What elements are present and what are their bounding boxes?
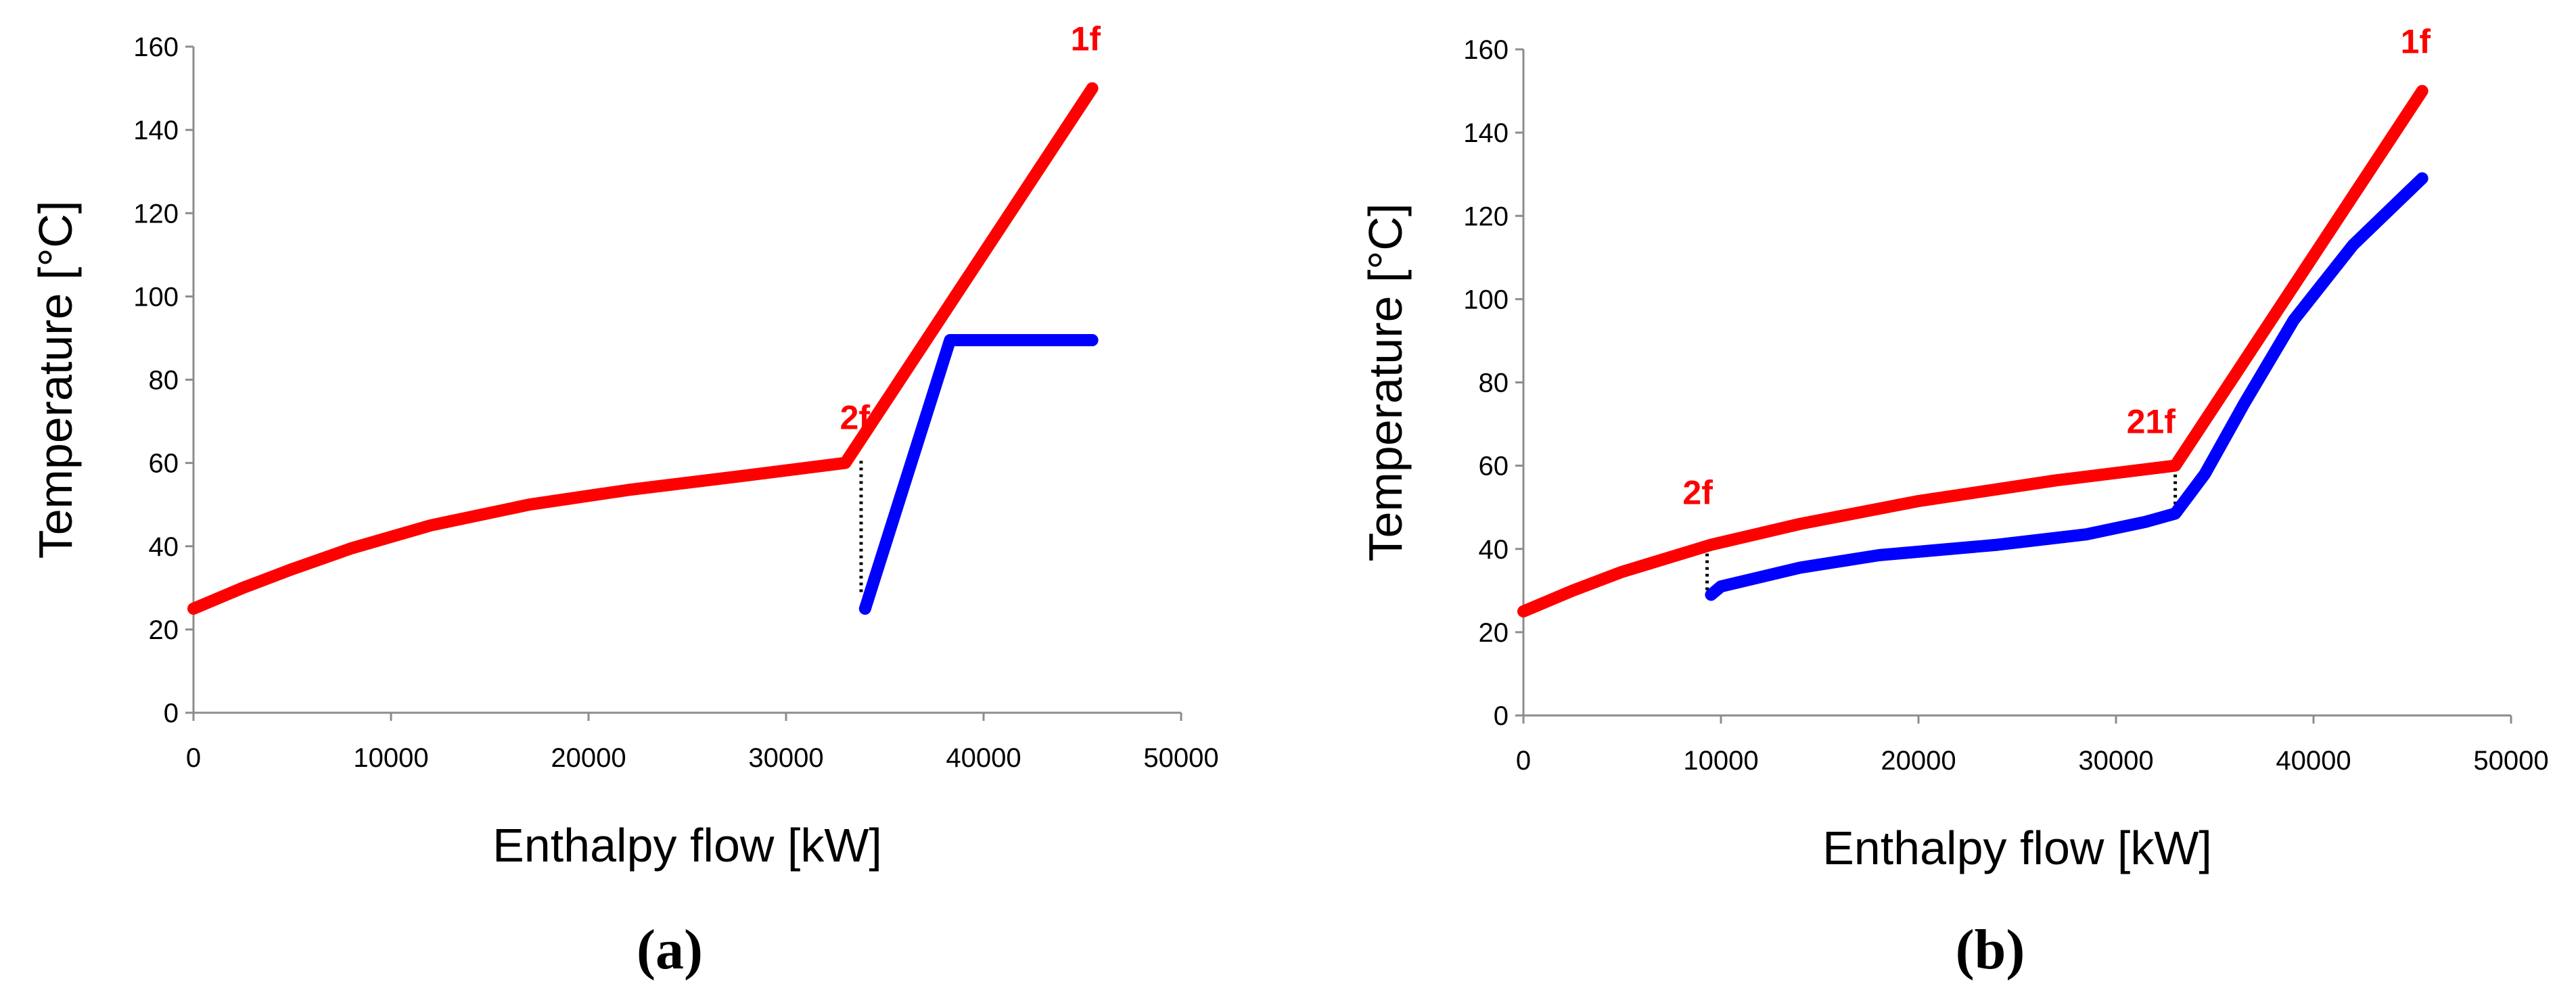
chart-b: 0 20 40 60 80 100 120 140 160 0 10000 20000 30000 400… [1359,23,2549,981]
x-tick-label: 0 [186,743,201,773]
x-axis-title: Enthalpy flow [kW] [1822,822,2212,874]
x-axis-title: Enthalpy flow [kW] [492,819,882,872]
y-tick-label: 80 [1479,369,1509,398]
y-tick-label: 120 [1463,202,1509,231]
point-label-21f: 21f [2127,403,2176,441]
x-tick-label: 20000 [551,743,626,773]
y-tick-label: 20 [149,615,179,645]
y-tick-label: 160 [133,32,179,62]
panel-label-b: (b) [1956,918,2025,981]
y-tick-label: 140 [1463,118,1509,148]
y-axis-title: Temperature [°C] [1359,204,1412,562]
point-label-2f: 2f [1682,474,1713,512]
y-tick-label: 80 [149,366,179,396]
x-tick-label: 30000 [2078,746,2153,776]
cold-stream-line [858,334,1099,615]
y-tick-label: 60 [1479,452,1509,481]
point-label-1f: 1f [1071,20,1101,58]
y-tick-label: 0 [164,699,179,728]
x-tick-label: 50000 [1143,743,1218,773]
y-tick-label: 40 [149,532,179,562]
hot-stream-line [1517,85,2429,618]
cold-stream-line [1705,172,2429,601]
y-axis-title: Temperature [°C] [29,201,82,559]
hot-stream-line [187,82,1099,615]
x-tick-label: 50000 [2473,746,2548,776]
x-tick-label: 40000 [946,743,1021,773]
x-tick-label: 20000 [1881,746,1956,776]
y-tick-label: 40 [1479,535,1509,565]
y-tick-label: 140 [133,116,179,145]
y-tick-label: 20 [1479,618,1509,648]
y-tick-label: 160 [1463,35,1509,65]
point-label-1f: 1f [2401,23,2431,61]
panel-label-a: (a) [637,918,703,981]
y-tick-label: 60 [149,449,179,479]
x-tick-label: 10000 [353,743,428,773]
y-tick-label: 100 [133,282,179,312]
y-tick-label: 100 [1463,285,1509,314]
x-tick-label: 0 [1516,746,1531,776]
y-tick-label: 0 [1494,701,1509,731]
x-tick-label: 10000 [1683,746,1758,776]
point-label-2f: 2f [840,399,871,437]
x-tick-label: 30000 [748,743,823,773]
x-tick-label: 40000 [2276,746,2351,776]
chart-a: 0 20 40 60 80 100 120 140 160 0 10000 20000 30000 400… [29,20,1219,981]
y-tick-label: 120 [133,199,179,229]
